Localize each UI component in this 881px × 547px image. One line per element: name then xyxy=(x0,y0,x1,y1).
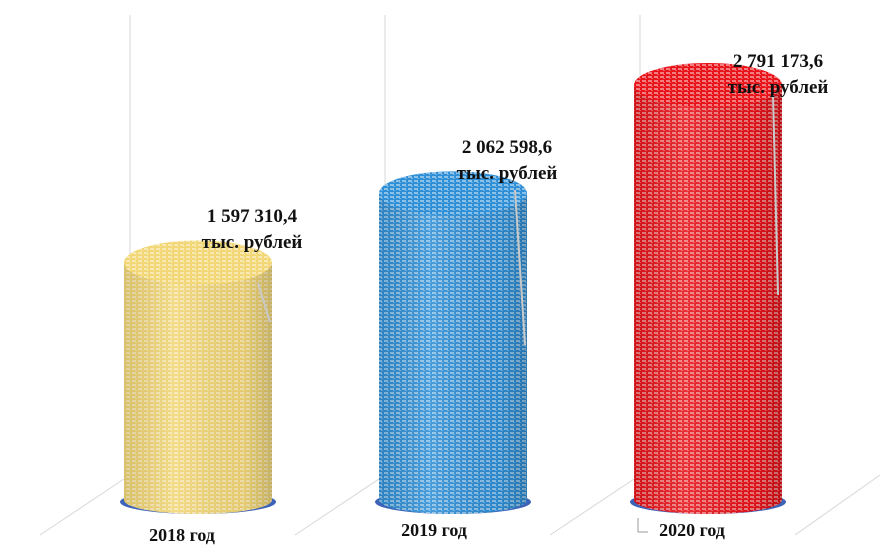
data-label: 1 597 310,4 тыс. рублей xyxy=(202,206,303,323)
floor-gridline xyxy=(294,474,386,536)
data-label-unit: тыс. рублей xyxy=(457,163,558,184)
bar-cylinder xyxy=(630,63,786,514)
floor-gridline xyxy=(794,474,881,536)
leader-line xyxy=(772,94,779,296)
floor-gridline xyxy=(549,474,641,536)
category-label: 2020 год xyxy=(659,520,725,540)
data-label-unit: тыс. рублей xyxy=(728,77,829,98)
data-label: 2 791 173,6 тыс. рублей xyxy=(728,51,829,296)
bar-cylinder xyxy=(120,240,276,514)
category-label: 2018 год xyxy=(149,525,215,545)
leader-line xyxy=(514,189,526,346)
data-label-value: 1 597 310,4 xyxy=(207,206,298,227)
leader-line xyxy=(257,282,271,323)
bar-cylinder xyxy=(375,171,531,514)
data-label-unit: тыс. рублей xyxy=(202,232,303,253)
data-label-value: 2 062 598,6 xyxy=(462,137,552,158)
category-label: 2019 год xyxy=(401,520,467,540)
data-label-value: 2 791 173,6 xyxy=(733,51,823,72)
data-label: 2 062 598,6 тыс. рублей xyxy=(457,137,558,346)
floor-gridline xyxy=(39,474,131,536)
